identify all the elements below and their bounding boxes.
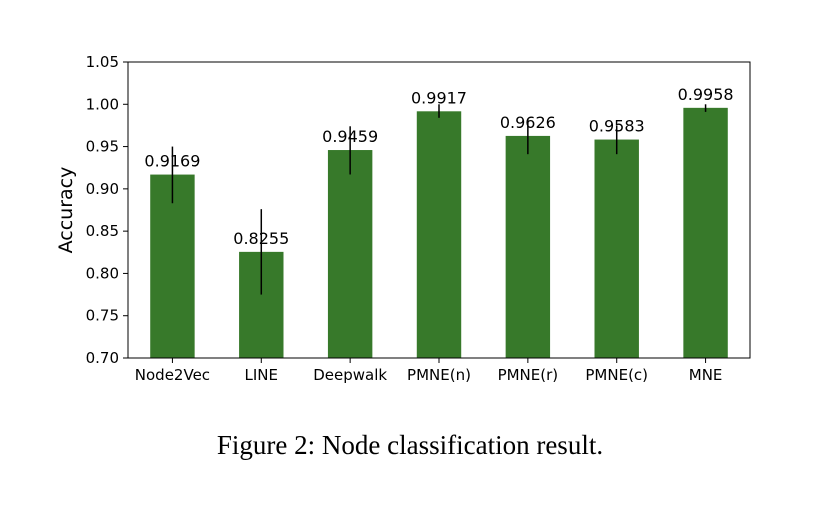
y-tick-label-0-70: 0.70 — [86, 349, 119, 367]
value-label-mne: 0.9958 — [678, 85, 734, 104]
x-tick-label-pmne-n: PMNE(n) — [407, 366, 471, 384]
y-tick-label-1-00: 1.00 — [86, 95, 119, 113]
y-tick-label-0-95: 0.95 — [86, 138, 119, 156]
y-tick-label-0-90: 0.90 — [86, 180, 119, 198]
y-tick-label-1-05: 1.05 — [86, 53, 119, 71]
x-tick-label-line: LINE — [245, 366, 278, 384]
value-label-line: 0.8255 — [233, 229, 289, 248]
value-label-deepwalk: 0.9459 — [322, 127, 378, 146]
chart-svg: 0.9169 0.8255 0.9459 0.9917 0.9626 0.9583 0.99… — [55, 53, 751, 384]
x-tick-label-pmne-r: PMNE(r) — [498, 366, 559, 384]
x-tick-label-pmne-c: PMNE(c) — [585, 366, 648, 384]
y-axis-label: Accuracy — [55, 167, 77, 254]
value-label-pmne-c: 0.9583 — [589, 117, 645, 136]
bar-node2vec — [150, 174, 195, 358]
value-labels-group: 0.9169 0.8255 0.9459 0.9917 0.9626 0.9583 0.99… — [144, 85, 733, 248]
y-tick-label-0-75: 0.75 — [86, 307, 119, 325]
value-label-pmne-n: 0.9917 — [411, 88, 467, 107]
error-bars-group — [171, 104, 707, 295]
y-axis: 0.70 0.75 0.80 0.85 0.90 0.95 1.00 1.05 — [86, 53, 128, 367]
x-tick-label-mne: MNE — [689, 366, 723, 384]
y-tick-label-0-85: 0.85 — [86, 222, 119, 240]
bar-pmne-c — [594, 139, 639, 358]
bar-mne — [683, 107, 728, 359]
bar-deepwalk — [327, 150, 373, 358]
bars-group — [150, 107, 728, 359]
bar-pmne-n — [416, 111, 462, 358]
bar-chart: 0.9169 0.8255 0.9459 0.9917 0.9626 0.9583 0.99… — [55, 53, 751, 384]
y-tick-label-0-80: 0.80 — [86, 264, 119, 282]
figure-caption: Figure 2: Node classification result. — [216, 430, 604, 460]
bar-pmne-r — [505, 135, 551, 358]
value-label-pmne-r: 0.9626 — [500, 113, 556, 132]
value-label-node2vec: 0.9169 — [144, 152, 200, 171]
x-tick-label-deepwalk: Deepwalk — [313, 366, 387, 384]
x-tick-label-node2vec: Node2Vec — [135, 366, 210, 384]
x-axis: Node2Vec LINE Deepwalk PMNE(n) PMNE(r) PMNE(c… — [135, 358, 723, 384]
